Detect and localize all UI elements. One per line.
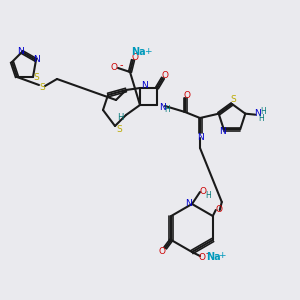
Text: O: O xyxy=(161,70,169,80)
Text: O: O xyxy=(131,52,139,62)
Text: N: N xyxy=(254,109,261,118)
Text: +: + xyxy=(144,46,152,56)
Text: S: S xyxy=(39,82,45,91)
Text: O: O xyxy=(200,187,206,196)
Text: N: N xyxy=(18,46,24,56)
Text: N: N xyxy=(141,82,147,91)
Text: N: N xyxy=(34,55,40,64)
Text: O: O xyxy=(199,253,206,262)
Text: O: O xyxy=(184,91,190,100)
Text: N: N xyxy=(186,199,192,208)
Text: S: S xyxy=(230,95,236,104)
Text: O: O xyxy=(110,64,118,73)
Text: H: H xyxy=(260,107,266,116)
Text: Na: Na xyxy=(206,252,220,262)
Text: S: S xyxy=(116,124,122,134)
Text: +: + xyxy=(218,250,226,260)
Text: -: - xyxy=(206,250,208,259)
Text: N: N xyxy=(160,103,167,112)
Text: -: - xyxy=(119,60,123,70)
Text: H: H xyxy=(205,190,211,200)
Text: H: H xyxy=(258,114,264,123)
Text: S: S xyxy=(33,73,39,82)
Text: H: H xyxy=(117,112,123,122)
Text: N: N xyxy=(219,127,226,136)
Text: N: N xyxy=(198,133,204,142)
Text: H: H xyxy=(164,106,170,115)
Text: O: O xyxy=(159,247,166,256)
Text: Na: Na xyxy=(131,47,145,57)
Text: O: O xyxy=(215,205,222,214)
